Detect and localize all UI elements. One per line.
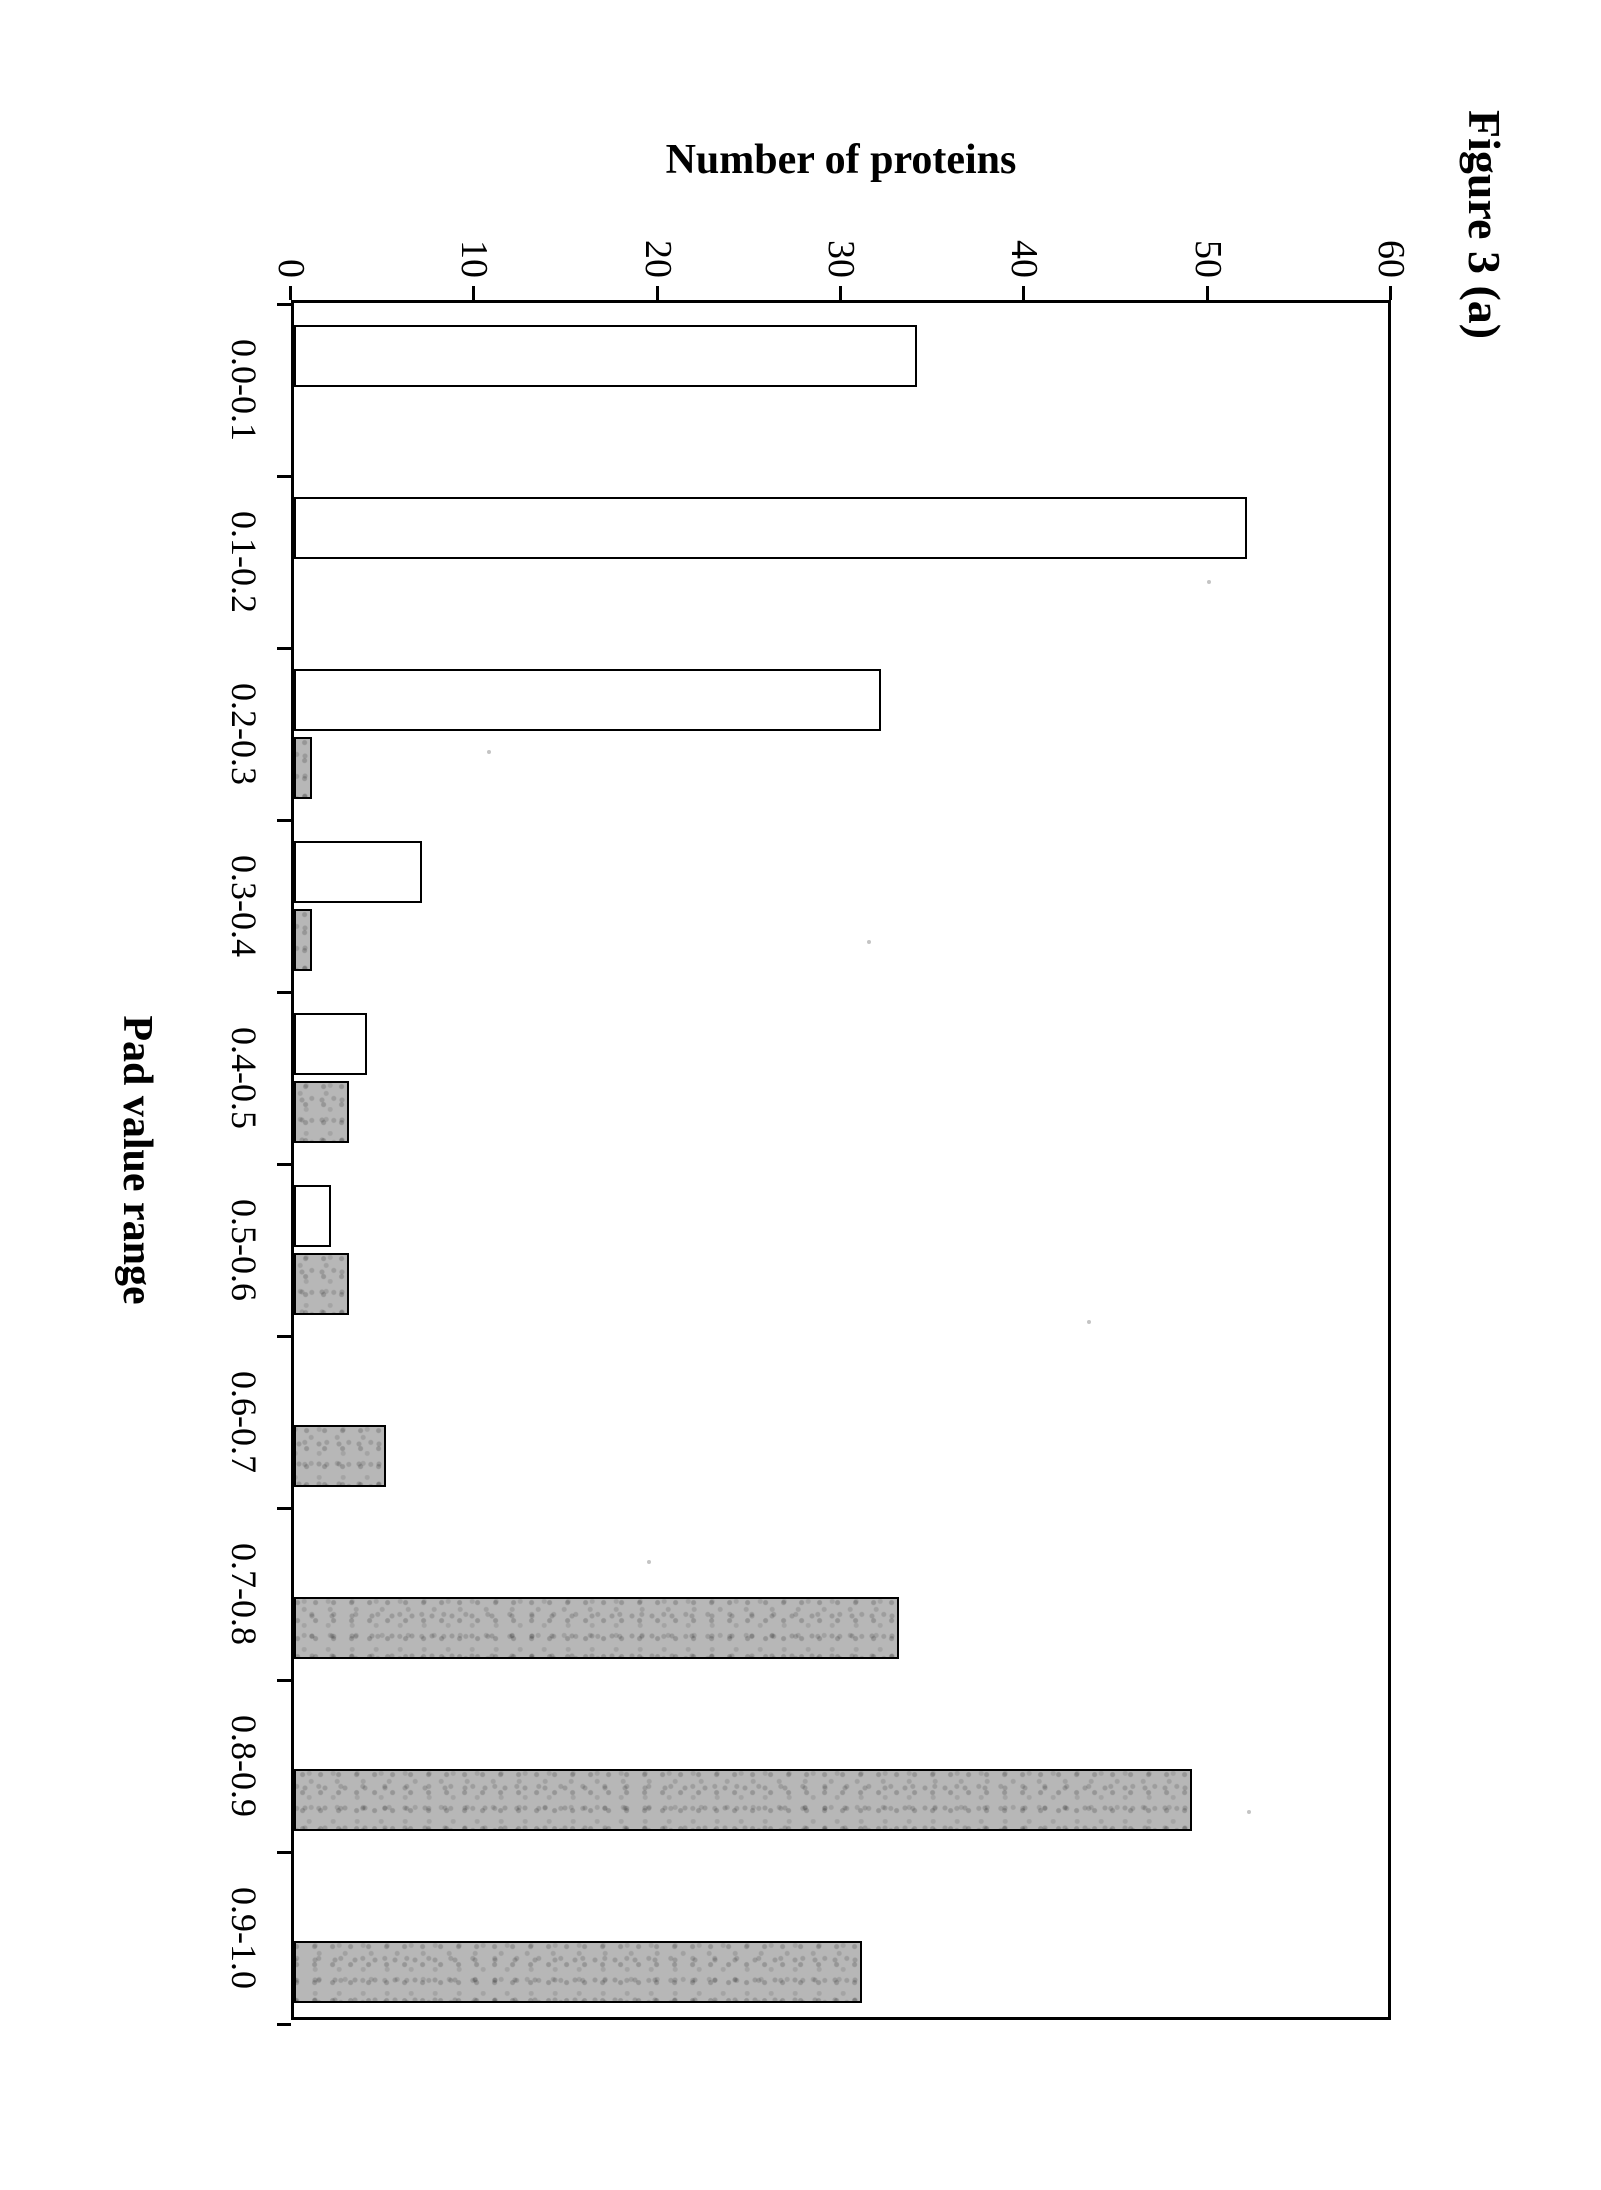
x-tick	[277, 819, 291, 822]
x-tick	[277, 1335, 291, 1338]
y-tick	[1389, 286, 1392, 300]
x-tick	[277, 2023, 291, 2026]
x-tick-label: 0.3-0.4	[223, 855, 265, 957]
figure-3a: Figure 3 (a) Number of proteins Pad valu…	[0, 0, 1601, 2190]
bar-series-gray	[294, 909, 312, 971]
bar-series-gray	[294, 1081, 349, 1143]
x-tick	[277, 991, 291, 994]
y-tick-label: 60	[1369, 240, 1413, 278]
bar-series-white	[294, 497, 1247, 559]
y-tick-label: 20	[636, 240, 680, 278]
bar-chart: 0 10 20 30 40 50 60 0.0-0.1	[291, 300, 1391, 2020]
y-tick	[656, 286, 659, 300]
x-tick-label: 0.9-1.0	[223, 1887, 265, 1989]
y-tick	[289, 286, 292, 300]
x-tick-label: 0.5-0.6	[223, 1199, 265, 1301]
bar-series-white	[294, 669, 881, 731]
noise-speck	[1207, 580, 1211, 584]
bar-series-white	[294, 325, 917, 387]
x-tick-label: 0.8-0.9	[223, 1715, 265, 1817]
x-tick-label: 0.4-0.5	[223, 1027, 265, 1129]
axis-border	[291, 300, 1391, 303]
y-tick-label: 10	[452, 240, 496, 278]
noise-speck	[1247, 1810, 1251, 1814]
y-tick	[1206, 286, 1209, 300]
bar-series-white	[294, 1013, 367, 1075]
bar-series-gray	[294, 737, 312, 799]
x-tick	[277, 1507, 291, 1510]
noise-speck	[487, 750, 491, 754]
y-tick	[472, 286, 475, 300]
bar-series-white	[294, 1185, 331, 1247]
bar-series-gray	[294, 1253, 349, 1315]
bar-series-gray	[294, 1769, 1192, 1831]
bar-series-gray	[294, 1941, 862, 2003]
y-tick-label: 50	[1186, 240, 1230, 278]
noise-speck	[647, 1560, 651, 1564]
x-tick-label: 0.6-0.7	[223, 1371, 265, 1473]
x-tick-label: 0.7-0.8	[223, 1543, 265, 1645]
y-tick-label: 0	[269, 259, 313, 278]
x-tick	[277, 1679, 291, 1682]
x-tick	[277, 647, 291, 650]
x-tick	[277, 475, 291, 478]
bar-series-gray	[294, 1597, 899, 1659]
y-tick	[839, 286, 842, 300]
axis-border	[1388, 300, 1391, 2020]
y-tick-label: 30	[819, 240, 863, 278]
bar-series-gray	[294, 1425, 386, 1487]
figure-title: Figure 3 (a)	[1458, 110, 1511, 339]
y-tick	[1022, 286, 1025, 300]
x-tick-label: 0.0-0.1	[223, 339, 265, 441]
y-tick-label: 40	[1002, 240, 1046, 278]
x-tick-label: 0.1-0.2	[223, 511, 265, 613]
x-tick	[277, 1851, 291, 1854]
x-axis-title: Pad value range	[113, 1015, 161, 1304]
y-axis-title: Number of proteins	[666, 136, 1017, 184]
axis-border	[291, 2017, 1391, 2020]
x-tick	[277, 1163, 291, 1166]
bar-series-white	[294, 841, 422, 903]
noise-speck	[867, 940, 871, 944]
noise-speck	[1087, 1320, 1091, 1324]
x-tick	[277, 303, 291, 306]
x-tick-label: 0.2-0.3	[223, 683, 265, 785]
